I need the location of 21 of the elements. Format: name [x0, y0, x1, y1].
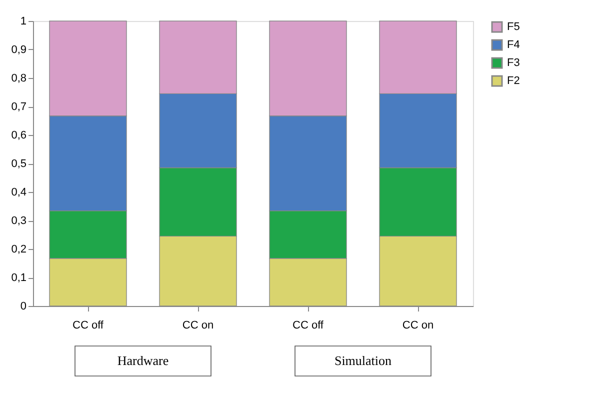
y-tick-label: 0	[20, 300, 26, 312]
x-tick-label: CC on	[402, 320, 434, 332]
y-tick-label: 0,7	[11, 101, 26, 113]
y-tick-label: 0,6	[11, 130, 26, 142]
legend-label: F2	[507, 75, 520, 87]
y-tick-label: 0,8	[11, 72, 26, 84]
text: Hardware	[117, 353, 169, 368]
y-tick-label: 0,9	[11, 44, 26, 56]
y-tick-label: 0,5	[11, 158, 26, 170]
x-tick-label: CC off	[72, 320, 104, 332]
text: Simulation	[334, 353, 392, 368]
legend-label: F4	[507, 39, 520, 51]
y-tick-label: 0,4	[11, 186, 26, 198]
y-tick-label: 0,2	[11, 244, 26, 256]
legend-label: F3	[507, 57, 520, 69]
y-tick-label: 0,1	[11, 272, 26, 284]
x-tick-label: CC off	[292, 320, 324, 332]
legend-label: F5	[507, 21, 520, 33]
x-tick-label: CC on	[182, 320, 214, 332]
y-tick-label: 1	[20, 16, 26, 28]
y-tick-label: 0,3	[11, 215, 26, 227]
